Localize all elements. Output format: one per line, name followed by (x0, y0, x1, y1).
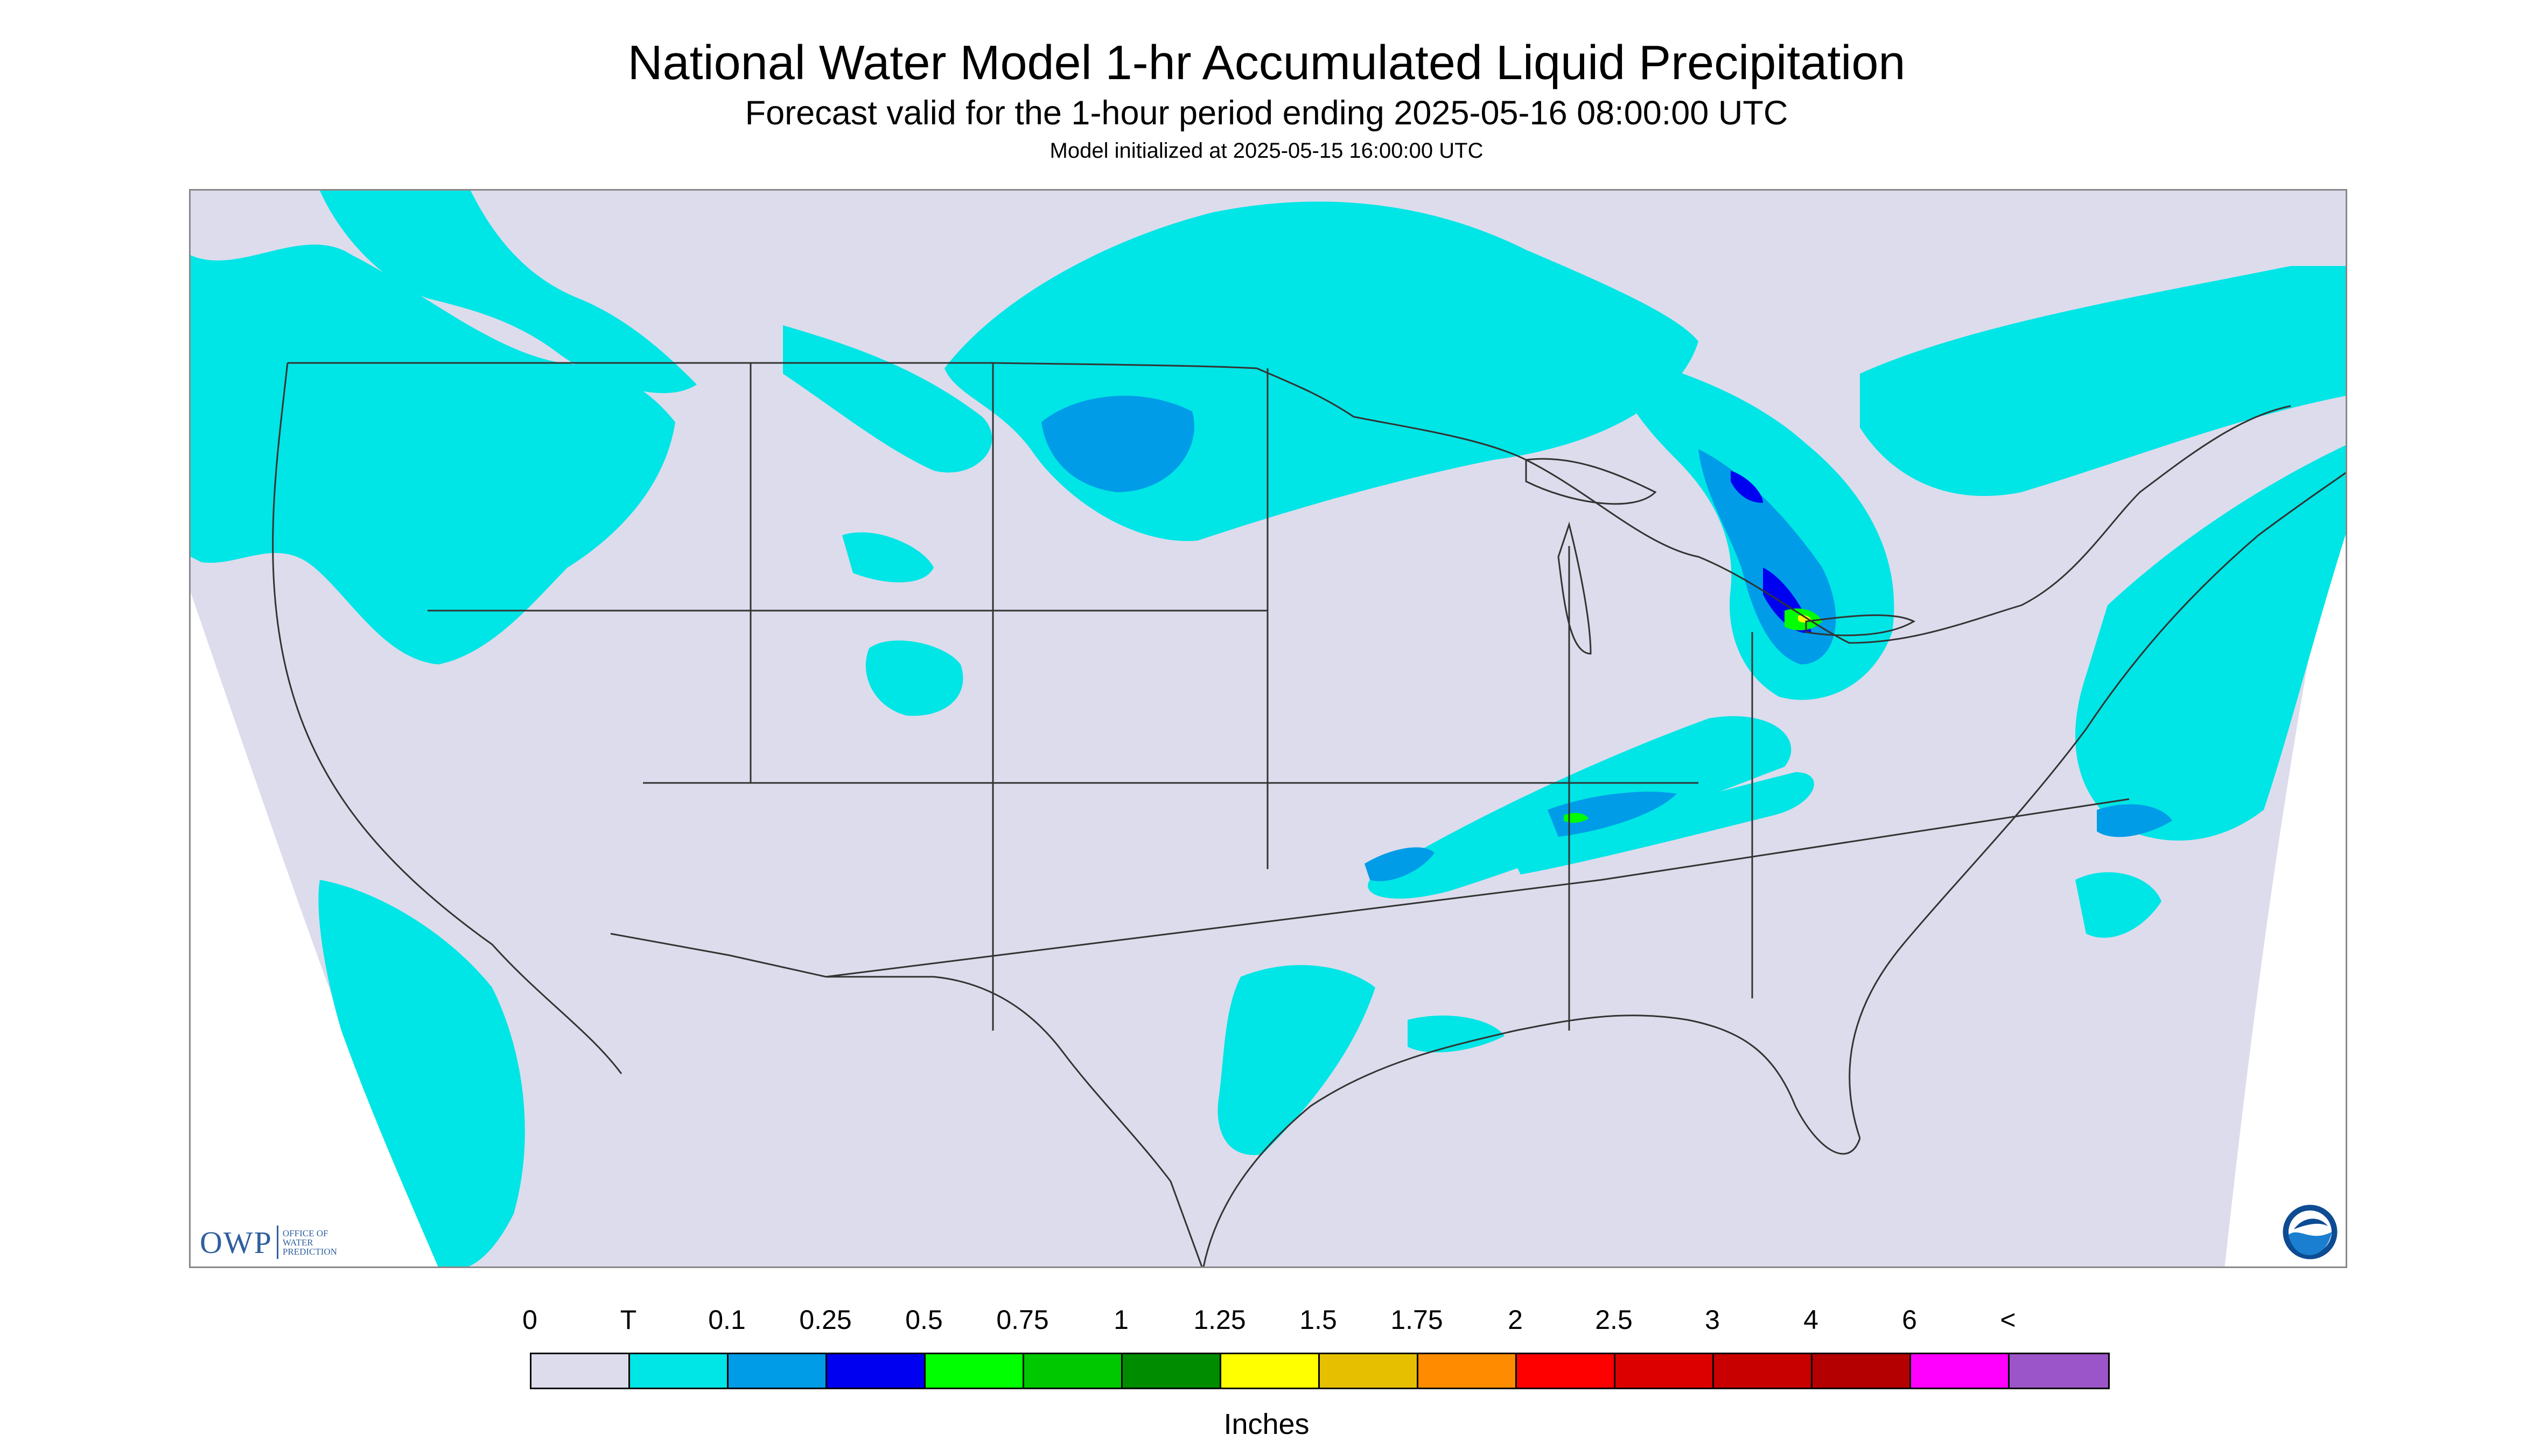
us-canada-border (288, 362, 2291, 644)
montana-band (783, 325, 992, 473)
legend-label: 0 (522, 1305, 537, 1335)
outside-domain-right (2224, 472, 2346, 1266)
noaa-logo-icon (2281, 1203, 2339, 1261)
legend-swatch (1221, 1354, 1320, 1388)
legend-label: 0.5 (905, 1305, 943, 1335)
legend-swatch (2010, 1354, 2108, 1388)
us-mexico-border (610, 933, 1203, 1266)
legend-label: 4 (1803, 1305, 1818, 1335)
legend-label: 3 (1705, 1305, 1720, 1335)
state-line-8 (825, 798, 2130, 978)
legend-swatch (1024, 1354, 1123, 1388)
legend-swatch (1320, 1354, 1418, 1388)
coastline-east (1849, 472, 2346, 1139)
legend-swatch (1813, 1354, 1911, 1388)
owp-logo: OWP OFFICE OF WATER PREDICTION (200, 1223, 337, 1261)
owp-line-1: OFFICE OF (282, 1228, 328, 1238)
legend-label: 6 (1902, 1305, 1917, 1335)
owp-separator (276, 1226, 278, 1259)
gulf-coast-cells (1408, 1015, 1505, 1053)
wyoming-cells (842, 532, 934, 583)
boundaries (272, 362, 2346, 1266)
legend-label: 0.1 (708, 1305, 746, 1335)
baja-pacific-rain (318, 880, 525, 1266)
ohio-valley-core (1548, 792, 1677, 837)
owp-line-2: WATER (282, 1237, 313, 1248)
arkansas-core (1365, 847, 1435, 881)
legend-swatch (729, 1354, 827, 1388)
legend-swatch (1123, 1354, 1221, 1388)
superior-cells (1731, 471, 1763, 503)
great-lake-outline-2 (1557, 521, 1592, 655)
pacific-northwest-rain (191, 244, 675, 664)
great-lake-outline-1 (1525, 458, 1657, 505)
colorado-cell (865, 640, 963, 716)
legend-label: < (2000, 1305, 2016, 1335)
legend-label: 0.25 (799, 1305, 852, 1335)
legend-swatch (827, 1354, 926, 1388)
legend-label: 0.75 (996, 1305, 1049, 1335)
tennessee-band (1510, 772, 1814, 874)
legend-label: 2 (1508, 1305, 1523, 1335)
great-lake-outline-3 (1805, 614, 1916, 636)
legend-label: 1.5 (1299, 1305, 1337, 1335)
map-title: National Water Model 1-hr Accumulated Li… (627, 36, 1906, 90)
owp-line-3: PREDICTION (282, 1246, 337, 1257)
legend-swatch (1615, 1354, 1714, 1388)
legend-swatch (1418, 1354, 1517, 1388)
map-subtitle: Forecast valid for the 1-hour period end… (745, 94, 1788, 132)
legend-label: 1 (1114, 1305, 1129, 1335)
legend-label: 2.5 (1595, 1305, 1633, 1335)
legend-labels: 0 T 0.1 0.25 0.5 0.75 1 1.25 1.5 1.75 2 2.5 3 4 6 < (0, 1304, 2533, 1342)
plains-core (1041, 396, 1194, 492)
bc-rain (320, 191, 697, 394)
atlantic-core (2097, 804, 2172, 837)
legend-swatch (926, 1354, 1024, 1388)
coastline-gulf (1202, 1014, 1861, 1266)
precipitation-map (189, 189, 2347, 1268)
map-canvas (191, 191, 2346, 1266)
texas-coast-rain (1217, 965, 1375, 1156)
coastline-west (272, 362, 622, 1074)
legend-label: 1.75 (1390, 1305, 1443, 1335)
legend-label: 1.25 (1193, 1305, 1246, 1335)
legend-units: Inches (1223, 1408, 1310, 1440)
model-init-line: Model initialized at 2025-05-15 16:00:00… (1049, 139, 1484, 163)
legend-swatch (1517, 1354, 1615, 1388)
legend-swatch (630, 1354, 729, 1388)
quebec-band (1860, 266, 2346, 496)
legend-swatch (1714, 1354, 1813, 1388)
owp-wordmark: OFFICE OF WATER PREDICTION (283, 1229, 337, 1256)
legend-label: T (620, 1305, 637, 1335)
east-coast-rain (2075, 445, 2346, 841)
legend-swatch (1911, 1354, 2010, 1388)
legend-color-bar (530, 1353, 2110, 1389)
outside-domain-left (191, 592, 438, 1266)
owp-mark: OWP (200, 1224, 272, 1260)
atlantic-cells (2075, 872, 2161, 938)
legend-swatch (531, 1354, 630, 1388)
